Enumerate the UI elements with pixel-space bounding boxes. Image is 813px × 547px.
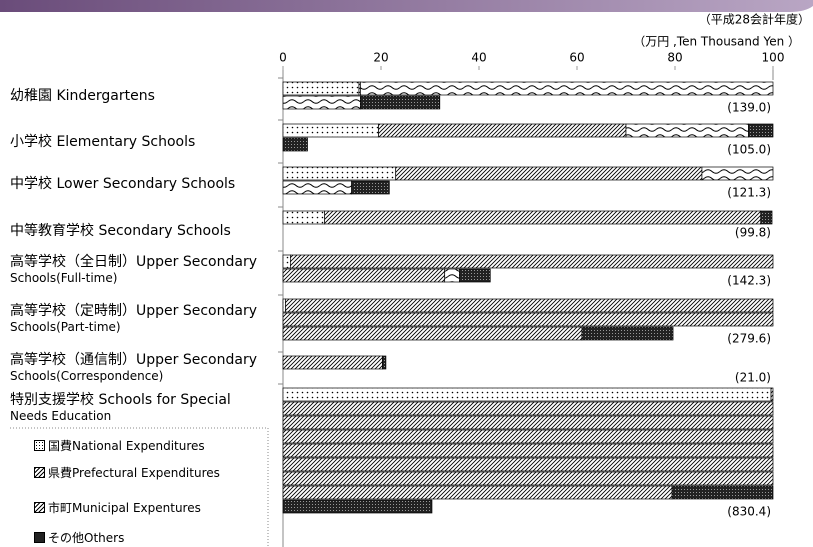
bar-segment bbox=[282, 254, 291, 269]
bar-segment bbox=[625, 123, 749, 138]
note: （平成28会計年度） bbox=[699, 12, 810, 27]
bar-segment bbox=[282, 457, 774, 472]
bar-segment bbox=[282, 471, 774, 486]
bar-segment bbox=[282, 123, 379, 138]
bar-segment bbox=[671, 485, 774, 500]
bar-segment bbox=[282, 137, 308, 152]
bar-segment bbox=[760, 210, 773, 225]
bar-segment bbox=[282, 326, 583, 341]
bar-segment bbox=[444, 268, 460, 283]
category-label: 中学校 Lower Secondary Schools bbox=[10, 176, 236, 192]
x-tick-label: 0 bbox=[279, 51, 287, 65]
header-band bbox=[0, 0, 813, 12]
category-label: 高等学校（全日制）Upper Secondary Schools(Full-ti… bbox=[10, 254, 257, 285]
x-tick-label: 20 bbox=[373, 51, 388, 65]
total-label: (830.4) bbox=[727, 505, 771, 519]
legend-label: 国費National Expenditures bbox=[48, 439, 205, 453]
legend-swatch bbox=[34, 467, 45, 478]
bar-segment bbox=[382, 355, 387, 370]
bar-segment bbox=[282, 210, 326, 225]
bar-segment bbox=[395, 166, 703, 181]
x-tick-label: 40 bbox=[471, 51, 486, 65]
legend-label: 県費Prefectural Expenditures bbox=[48, 466, 220, 480]
bar-segment bbox=[282, 95, 361, 110]
legend-swatch bbox=[34, 532, 45, 543]
bar-segment bbox=[290, 254, 774, 269]
legend-swatch bbox=[34, 440, 45, 451]
legend-label: 市町Municipal Expentures bbox=[48, 501, 201, 515]
bar-segment bbox=[282, 298, 286, 313]
bar-segment bbox=[282, 429, 774, 444]
bar-segment bbox=[360, 95, 441, 110]
total-label: (21.0) bbox=[735, 371, 771, 385]
unit: （万円 ,Ten Thousand Yen ） bbox=[633, 35, 800, 49]
bar-segment bbox=[748, 123, 774, 138]
x-tick-label: 100 bbox=[762, 51, 785, 65]
bar-segment bbox=[324, 210, 762, 225]
category-label: 小学校 Elementary Schools bbox=[10, 134, 196, 150]
total-label: (99.8) bbox=[735, 226, 771, 240]
legend-label: その他Others bbox=[48, 531, 125, 545]
bar-segment bbox=[360, 81, 774, 96]
total-label: (139.0) bbox=[727, 101, 771, 115]
total-label: (105.0) bbox=[727, 143, 771, 157]
category-label: 特別支援学校 Schools for Special Needs Educati… bbox=[10, 392, 231, 423]
bar-segment bbox=[285, 298, 774, 313]
category-label: 幼稚園 Kindergartens bbox=[10, 88, 155, 104]
bar-segment bbox=[282, 387, 772, 402]
bar-segment bbox=[282, 443, 774, 458]
bar-segment bbox=[282, 415, 774, 430]
bar-segment bbox=[282, 355, 383, 370]
bar-segment bbox=[282, 166, 397, 181]
total-label: (279.6) bbox=[727, 332, 771, 346]
total-label: (121.3) bbox=[727, 186, 771, 200]
x-tick-label: 60 bbox=[569, 51, 584, 65]
bar-segment bbox=[378, 123, 627, 138]
legend-item: 市町Municipal Expentures bbox=[34, 499, 201, 516]
legend-frame bbox=[10, 427, 269, 547]
bar-segment bbox=[282, 180, 352, 195]
bar-segment bbox=[282, 401, 774, 416]
bar-segment bbox=[282, 485, 673, 500]
bar-segment bbox=[282, 81, 360, 96]
legend-swatch bbox=[34, 502, 45, 513]
category-label: 中等教育学校 Secondary Schools bbox=[10, 223, 231, 239]
legend-item: その他Others bbox=[34, 529, 124, 546]
legend-item: 県費Prefectural Expenditures bbox=[34, 464, 220, 481]
bar-segment bbox=[701, 166, 774, 181]
bar-segment bbox=[282, 268, 446, 283]
category-label: 高等学校（定時制）Upper Secondary Schools(Part-ti… bbox=[10, 303, 257, 334]
category-label: 高等学校（通信制）Upper Secondary Schools(Corresp… bbox=[10, 352, 257, 383]
legend-item: 国費National Expenditures bbox=[34, 437, 205, 454]
x-tick-label: 80 bbox=[667, 51, 682, 65]
bar-segment bbox=[581, 326, 674, 341]
bar-segment bbox=[459, 268, 491, 283]
total-label: (142.3) bbox=[727, 274, 771, 288]
bar-segment bbox=[282, 312, 774, 327]
bar-segment bbox=[282, 499, 433, 514]
bar-segment bbox=[770, 387, 774, 402]
bar-segment bbox=[351, 180, 390, 195]
